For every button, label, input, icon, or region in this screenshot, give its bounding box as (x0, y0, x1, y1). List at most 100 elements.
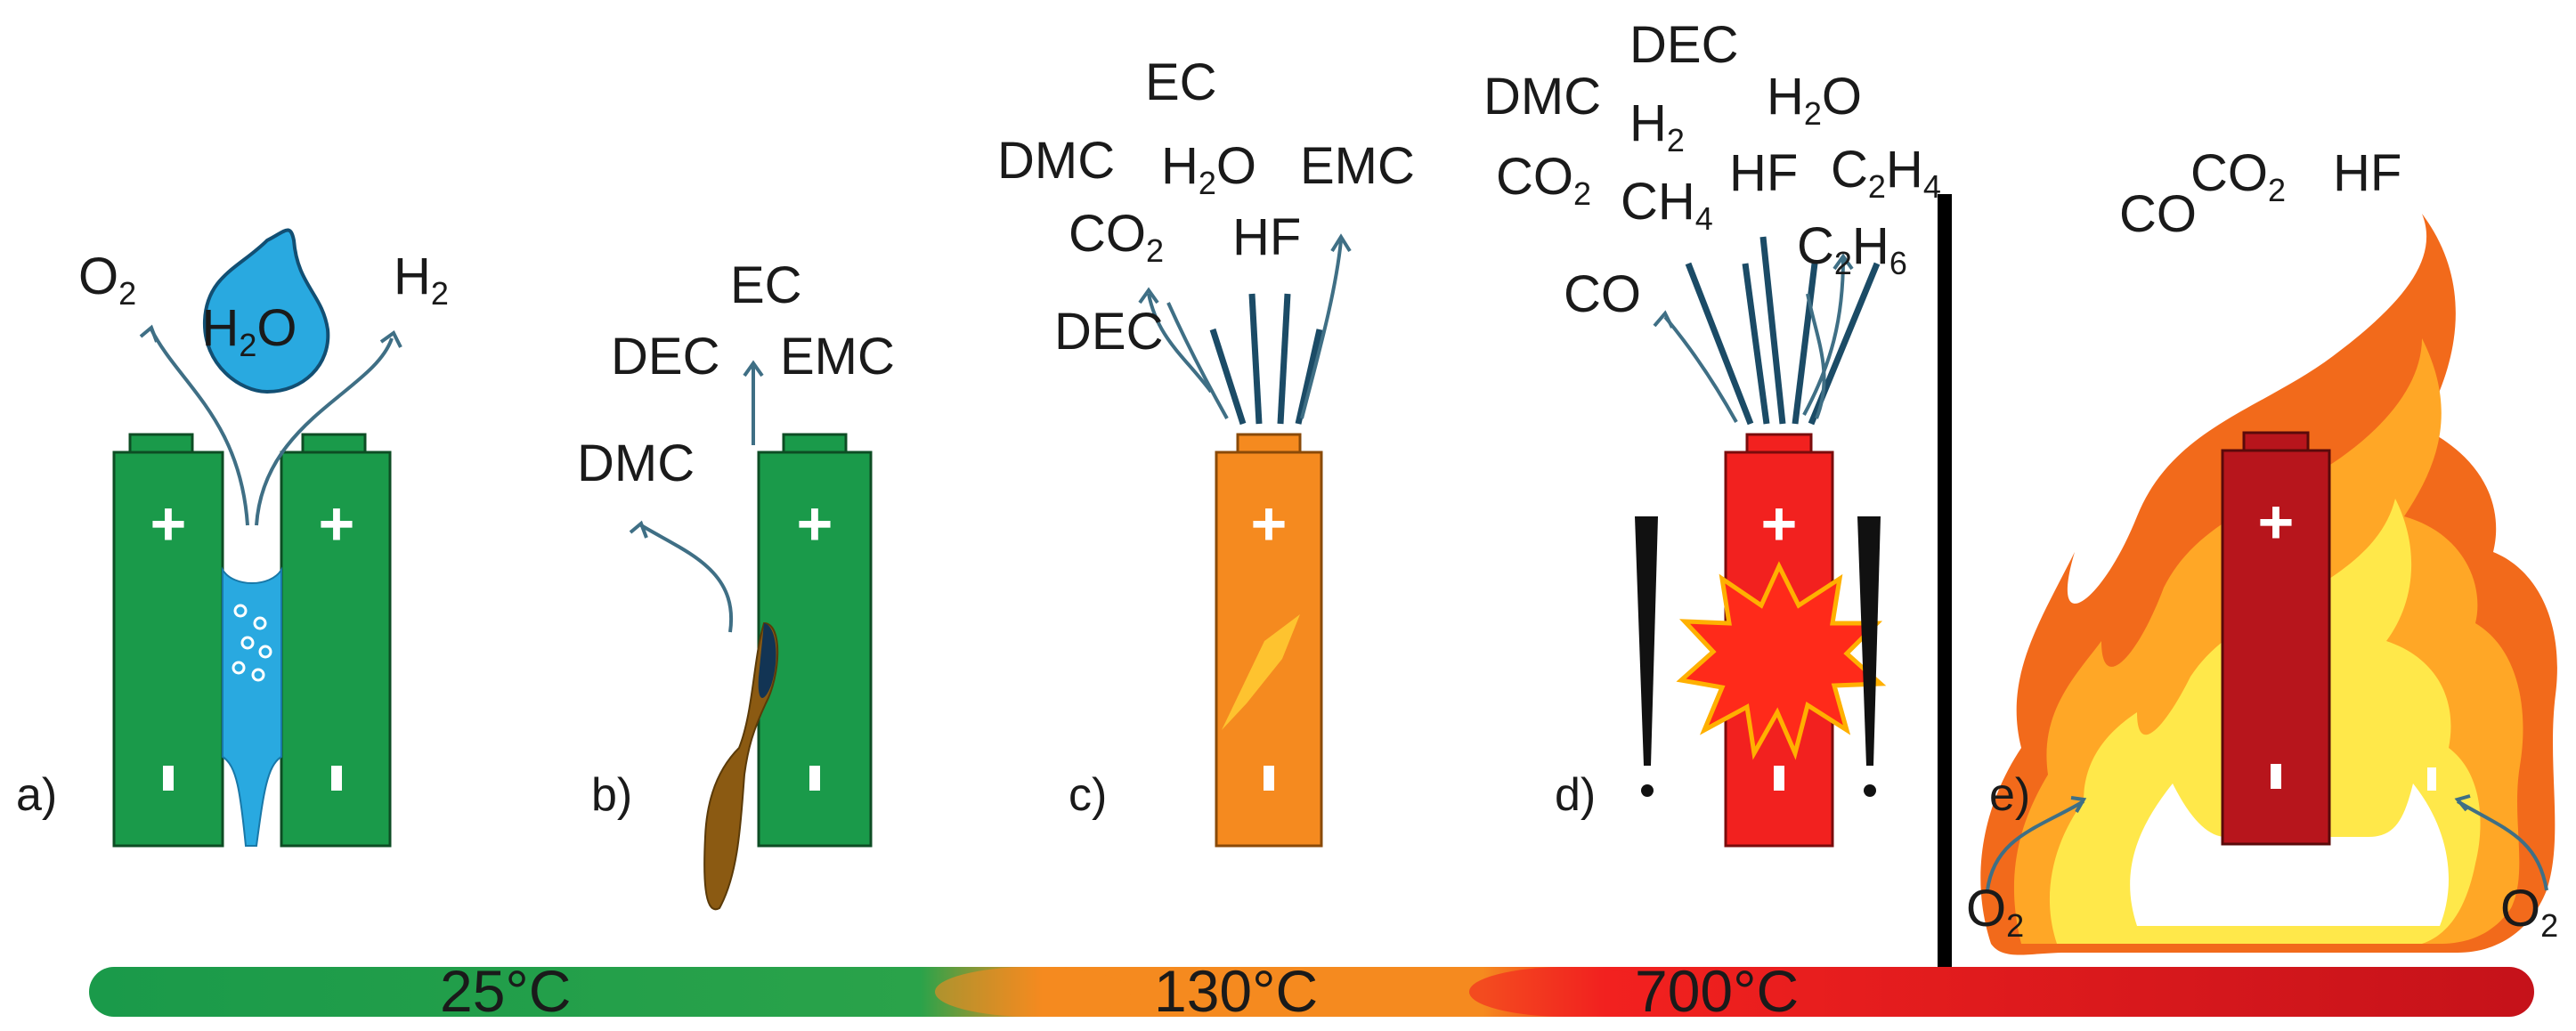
water-droplet-icon (202, 228, 330, 394)
species-dmc: DMC (1483, 68, 1601, 126)
svg-text:H2: H2 (1629, 94, 1685, 158)
arrow-o2-right (2456, 800, 2548, 891)
arrow-c3 (1147, 293, 1213, 394)
minus-icon (2271, 764, 2281, 789)
panel-c: + EC DMC H2O EMC CO2 HF DEC c) (997, 53, 1415, 848)
species-co: CO (2119, 185, 2197, 243)
species-co2-sub: 2 (1573, 175, 1591, 212)
arrowhead (139, 324, 158, 343)
species-c2h4: C (1831, 141, 1868, 199)
water-bridge (222, 566, 282, 847)
vent-jets-c (1209, 293, 1323, 426)
svg-text:O2: O2 (1966, 880, 2024, 944)
battery-c: + (1215, 433, 1323, 848)
species-hf: HF (2333, 144, 2401, 202)
temp-25: 25°C (440, 958, 571, 1024)
plus-icon: + (2258, 487, 2295, 556)
arrowhead (743, 360, 764, 377)
species-hf: HF (1729, 144, 1798, 202)
svg-text:H2O: H2O (1767, 68, 1862, 132)
minus-icon (809, 766, 820, 791)
species-co2: CO (1069, 205, 1146, 263)
arrowhead (2454, 794, 2471, 812)
species-c2h6-h: H (1852, 217, 1889, 275)
species-c2h4-h: H (1886, 141, 1923, 199)
species-co2: CO (2190, 144, 2268, 202)
arrowhead (1330, 233, 1352, 253)
battery-a-right: + (280, 433, 392, 848)
species-h2: H (1629, 94, 1667, 152)
panel-d: + DEC DMC H2 H2O CO2 CH4 (1483, 16, 1941, 848)
droplet-end: O (256, 299, 297, 357)
species-dec: DEC (1054, 303, 1163, 361)
minus-icon (331, 766, 342, 791)
arrowhead (2070, 796, 2087, 813)
solvent-emc: EMC (780, 328, 895, 386)
species-h2o-sub: 2 (1804, 95, 1822, 132)
arrowhead (379, 330, 402, 348)
temp-130: 130°C (1154, 958, 1318, 1024)
species-ec: EC (1145, 53, 1217, 111)
species-o2-right: O (2500, 880, 2540, 938)
species-c2h6-sub2: 6 (1889, 245, 1907, 281)
species-h2-sub: 2 (1667, 122, 1685, 158)
species-h2o-end: O (1822, 68, 1862, 126)
arrowhead (1653, 310, 1674, 329)
plus-icon: + (797, 489, 833, 558)
divider-line (1938, 194, 1952, 974)
droplet-sub: 2 (239, 327, 256, 363)
species-o2-right-sub: 2 (2540, 907, 2558, 944)
panel-label-b: b) (591, 769, 632, 821)
arrowhead (1138, 287, 1159, 304)
svg-text:CO2: CO2 (1496, 148, 1591, 212)
species-emc: EMC (1300, 137, 1415, 195)
crack-icon (1222, 614, 1300, 730)
arrow-dmc (639, 524, 734, 633)
battery-a-left: + (112, 433, 224, 848)
species-h2o: H (1161, 137, 1199, 195)
arrow-d2 (1802, 257, 1845, 416)
arrow-c1 (1166, 302, 1229, 419)
arrow-d3 (1806, 293, 1826, 419)
arrowhead (629, 520, 648, 539)
species-hf: HF (1232, 208, 1301, 266)
species-co2-sub: 2 (1146, 232, 1164, 269)
svg-text:O2: O2 (78, 248, 136, 312)
gas-o2-sub: 2 (118, 275, 136, 312)
arrow-c2 (1300, 239, 1343, 419)
minus-icon (2427, 767, 2436, 791)
arrow-o2-left (1986, 800, 2085, 891)
panel-a: + + H2O O2 H2 a) (16, 228, 449, 848)
species-dec: DEC (1629, 16, 1738, 74)
species-ch4: CH (1621, 173, 1695, 231)
droplet-formula: H (201, 299, 239, 357)
plus-icon: + (1761, 489, 1798, 558)
species-c2h6-sub1: 2 (1834, 245, 1852, 281)
warning-exclamation-right-icon (1857, 516, 1881, 797)
gas-o2: O (78, 248, 118, 305)
minus-icon (163, 766, 174, 791)
species-o2-left: O (1966, 880, 2006, 938)
species-co: CO (1564, 265, 1641, 323)
species-h2o: H (1767, 68, 1804, 126)
temperature-bar: 25°C 130°C 700°C (89, 958, 2534, 1024)
species-h2o-end: O (1216, 137, 1256, 195)
species-co2-sub: 2 (2268, 172, 2286, 208)
svg-text:CO2: CO2 (1069, 205, 1164, 269)
species-dmc: DMC (997, 132, 1115, 190)
explosion-icon (1676, 561, 1887, 760)
plus-icon: + (1251, 489, 1288, 558)
solvent-ec: EC (730, 256, 802, 314)
warning-exclamation-left-icon (1635, 516, 1658, 797)
minus-icon (1774, 766, 1784, 791)
gas-h2: H (394, 248, 431, 305)
species-c2h4-sub1: 2 (1868, 168, 1886, 205)
electrolyte-leak (703, 621, 779, 911)
solvent-dmc: DMC (577, 434, 695, 492)
svg-text:C2H6: C2H6 (1797, 217, 1907, 281)
species-c2h4-sub2: 4 (1923, 168, 1941, 205)
battery-e: + (2221, 431, 2331, 846)
svg-text:O2: O2 (2500, 880, 2558, 944)
arrowhead (1832, 253, 1854, 271)
